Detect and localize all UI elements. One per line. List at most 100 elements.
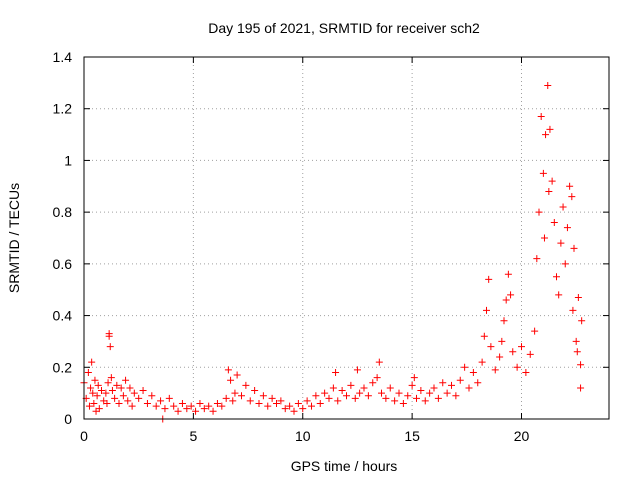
data-point [85, 402, 93, 410]
data-point [566, 182, 574, 190]
data-point [577, 384, 585, 392]
data-point [157, 397, 165, 405]
data-point [426, 389, 434, 397]
data-point [375, 358, 383, 366]
data-point [386, 384, 394, 392]
data-point [103, 399, 111, 407]
data-point [535, 208, 543, 216]
y-tick-label: 1.2 [53, 101, 73, 117]
data-point [421, 397, 429, 405]
data-point [119, 392, 127, 400]
x-tick-label: 10 [295, 428, 311, 444]
data-point [316, 399, 324, 407]
data-point [548, 177, 556, 185]
data-point [170, 402, 178, 410]
plot-frame [83, 56, 610, 420]
data-point [572, 337, 580, 345]
data-point [347, 381, 355, 389]
data-point [218, 402, 226, 410]
data-point [480, 332, 488, 340]
data-point [106, 343, 114, 351]
data-point [242, 381, 250, 389]
data-point [325, 394, 333, 402]
data-point [89, 389, 97, 397]
data-point [502, 296, 510, 304]
data-point [122, 376, 130, 384]
data-point [233, 371, 241, 379]
data-point [312, 392, 320, 400]
data-point [332, 368, 340, 376]
data-point [165, 394, 173, 402]
data-point [174, 407, 182, 415]
data-point [509, 348, 517, 356]
data-point [290, 407, 298, 415]
data-point [545, 187, 553, 195]
data-point [399, 399, 407, 407]
data-point [126, 384, 134, 392]
data-point [104, 379, 112, 387]
data-point [209, 407, 217, 415]
data-point [238, 392, 245, 400]
data-point [544, 81, 552, 89]
data-point [124, 397, 132, 405]
x-tick-label: 20 [514, 428, 530, 444]
data-point [102, 389, 110, 397]
data-point [507, 291, 515, 299]
data-point [353, 366, 361, 374]
data-point [227, 376, 235, 384]
data-point [178, 399, 186, 407]
data-point [87, 384, 95, 392]
data-point [434, 394, 442, 402]
x-tick-label: 15 [404, 428, 420, 444]
data-point [500, 317, 508, 325]
data-point [91, 376, 99, 384]
data-point [568, 193, 576, 201]
data-point [152, 402, 160, 410]
data-point [518, 343, 525, 351]
data-point [578, 317, 586, 325]
data-points [80, 81, 586, 423]
data-point [294, 399, 302, 407]
data-point [200, 405, 208, 413]
data-point [555, 291, 563, 299]
data-point [474, 379, 482, 387]
data-point [513, 363, 521, 371]
data-point [504, 270, 512, 278]
data-point [196, 399, 204, 407]
data-point [98, 387, 105, 395]
data-point [183, 405, 191, 413]
data-point [268, 394, 276, 402]
data-point [553, 273, 560, 281]
data-point [569, 306, 577, 314]
data-point [259, 392, 267, 400]
data-point [487, 343, 495, 351]
data-point [246, 397, 254, 405]
data-point [465, 384, 473, 392]
data-point [299, 405, 307, 413]
chart-title: Day 195 of 2021, SRMTID for receiver sch… [208, 20, 480, 36]
data-point [561, 260, 569, 268]
data-point [373, 374, 381, 382]
x-axis-label: GPS time / hours [291, 458, 398, 474]
data-point [192, 407, 200, 415]
data-point [410, 374, 418, 382]
data-point [542, 131, 550, 139]
data-point [573, 348, 581, 356]
y-tick-label: 0.6 [53, 256, 73, 272]
data-point [273, 399, 280, 407]
data-point [496, 353, 504, 361]
data-point [84, 368, 92, 376]
data-point [161, 405, 169, 413]
data-point [550, 218, 558, 226]
data-point [537, 112, 545, 120]
data-point [303, 397, 311, 405]
data-point [105, 332, 113, 340]
data-point [469, 368, 477, 376]
data-point [430, 384, 438, 392]
data-point [281, 405, 289, 413]
data-point [130, 389, 138, 397]
data-point [448, 381, 455, 389]
data-point [456, 376, 464, 384]
data-point [360, 384, 368, 392]
